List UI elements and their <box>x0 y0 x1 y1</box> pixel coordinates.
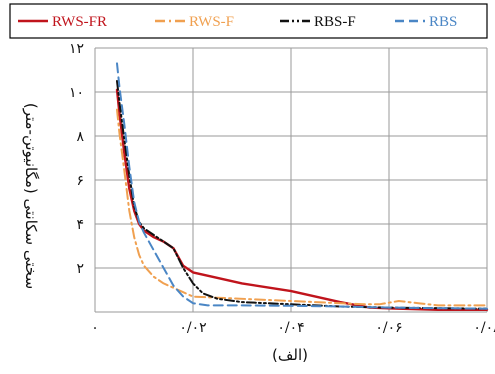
legend: RWS-FR RWS-F RBS-F RBS <box>18 14 457 30</box>
x-axis-label: (الف) <box>272 346 308 364</box>
series-lines <box>115 62 489 311</box>
legend-label: RBS <box>429 14 457 30</box>
grid-lines <box>94 47 488 313</box>
legend-label: RWS-FR <box>52 14 107 30</box>
series-line-rws-fr <box>115 88 489 311</box>
y-tick-label: ۱۰ <box>69 85 84 101</box>
series-line-rbs <box>116 62 488 310</box>
series-line-rws-f <box>116 108 488 307</box>
x-tick-label: ۰/۰۶ <box>375 320 402 336</box>
y-axis-label: سختی سکانتی (مگانیوتن-متر) <box>22 103 40 289</box>
y-tick-label: ۱۲ <box>69 41 84 57</box>
series-line-rbs-f <box>116 80 488 310</box>
x-tick-label: ۰/۰۲ <box>179 320 206 336</box>
legend-label: RBS-F <box>314 14 356 30</box>
y-tick-label: ۶ <box>76 173 84 189</box>
x-tick-label: ۰/۰۴ <box>277 320 304 336</box>
y-tick-labels: ۲ ۴ ۶ ۸ ۱۰ ۱۲ <box>69 41 85 277</box>
x-tick-label: ۰/۰۸ <box>473 320 495 336</box>
y-tick-label: ۸ <box>76 129 84 145</box>
legend-box <box>9 3 488 39</box>
y-tick-label: ۲ <box>76 261 84 277</box>
y-tick-label: ۴ <box>76 217 84 233</box>
x-tick-labels: ۰ ۰/۰۲ ۰/۰۴ ۰/۰۶ ۰/۰۸ <box>91 320 495 336</box>
x-tick-label: ۰ <box>91 320 99 336</box>
legend-label: RWS-F <box>189 14 234 30</box>
